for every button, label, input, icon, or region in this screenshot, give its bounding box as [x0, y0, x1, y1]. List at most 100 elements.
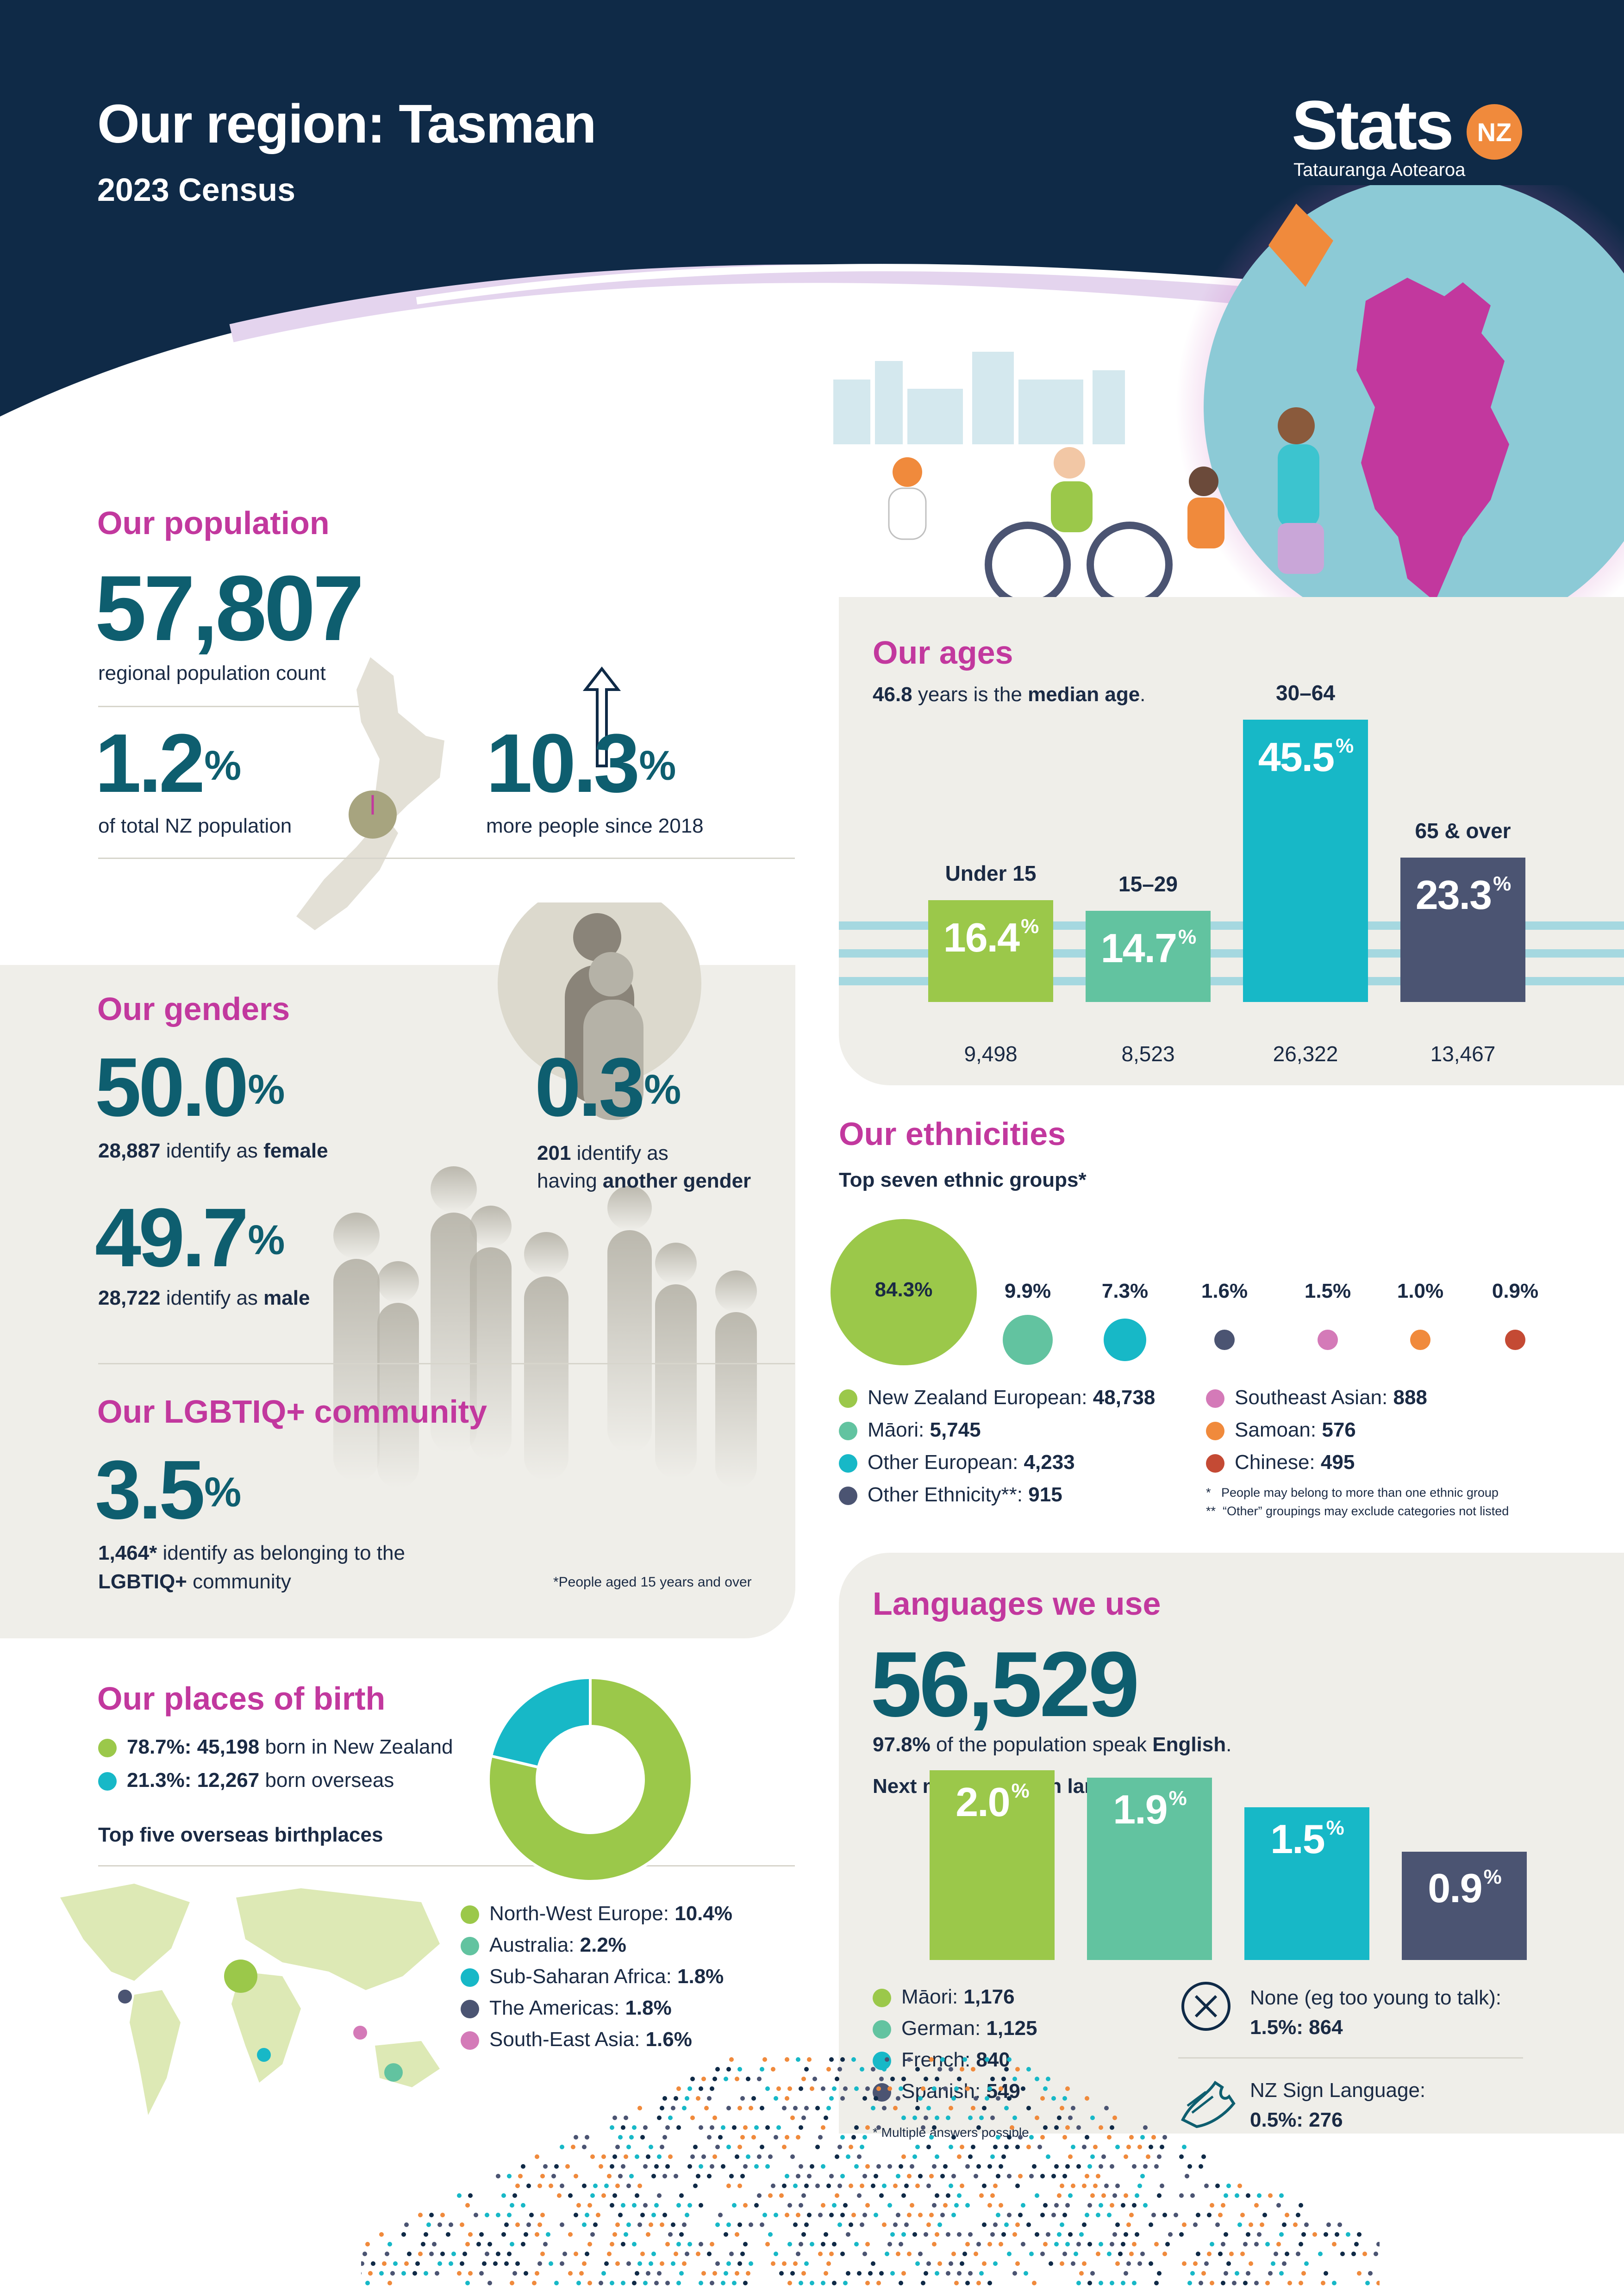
pattern-dot [1299, 2281, 1303, 2285]
another-gender-percent: 0.3% [535, 1041, 681, 1134]
pattern-dot [535, 2232, 539, 2237]
pattern-dot [685, 2096, 689, 2101]
pattern-dot [1182, 2261, 1187, 2266]
pattern-dot [949, 2067, 953, 2072]
age-group-count: 9,498 [964, 1042, 1018, 1066]
pattern-dot [476, 2242, 481, 2246]
pattern-dot [624, 2232, 628, 2237]
pattern-dot [657, 2193, 662, 2198]
pattern-dot [1357, 2271, 1362, 2276]
pattern-dot [918, 2213, 923, 2217]
pattern-dot [1085, 2096, 1089, 2101]
pattern-dot [1046, 2077, 1050, 2081]
pattern-dot [1085, 2213, 1089, 2217]
pattern-dot [1121, 2203, 1125, 2208]
pattern-dot [1187, 2164, 1192, 2169]
pattern-dot [651, 2174, 656, 2178]
pattern-dot [682, 2222, 687, 2227]
pattern-dot [821, 2086, 825, 2091]
pattern-dot [940, 2057, 945, 2062]
pattern-dot [826, 2067, 831, 2072]
divider [98, 1363, 795, 1364]
pattern-dot [976, 2281, 981, 2285]
legend-dot [839, 1454, 857, 1473]
world-map [60, 1884, 440, 2115]
pattern-dot [810, 2281, 814, 2285]
pattern-dot [582, 2184, 587, 2188]
pattern-dot [857, 2193, 862, 2198]
growth-arrow-icon [582, 666, 621, 767]
pattern-dot [1168, 2232, 1173, 2237]
pattern-dot [735, 2154, 739, 2159]
pattern-dot [918, 2096, 923, 2101]
pattern-dot [1060, 2222, 1064, 2227]
pattern-dot [804, 2184, 809, 2188]
pattern-dot [985, 2057, 989, 2062]
pattern-dot [1221, 2242, 1225, 2246]
pattern-dot [665, 2242, 670, 2246]
pattern-dot [821, 2164, 825, 2169]
pattern-dot [932, 2242, 937, 2246]
pattern-dot [874, 2213, 878, 2217]
pattern-dot [385, 2252, 389, 2256]
pattern-dot [401, 2271, 406, 2276]
pattern-dot [574, 2252, 578, 2256]
pattern-dot [1326, 2222, 1331, 2227]
legend-dot [461, 1937, 479, 1956]
pattern-dot [1296, 2252, 1300, 2256]
pattern-dot [462, 2252, 467, 2256]
pattern-dot [871, 2106, 875, 2110]
pattern-dot [1143, 2164, 1148, 2169]
pattern-dot [793, 2106, 798, 2110]
pattern-dot [485, 2252, 489, 2256]
pattern-dot [635, 2193, 639, 2198]
nz-share-label: of total NZ population [98, 815, 292, 837]
pattern-dot [1012, 2077, 1017, 2081]
pattern-dot [1062, 2096, 1067, 2101]
pattern-dot [1037, 2145, 1042, 2149]
pattern-dot [946, 2116, 950, 2120]
pattern-dot [1054, 2203, 1059, 2208]
pattern-dot [829, 2213, 834, 2217]
north-west-europe-marker [224, 1960, 257, 1993]
pattern-dot [999, 2203, 1003, 2208]
pattern-dot [496, 2174, 500, 2178]
pattern-dot [893, 2106, 898, 2110]
pattern-dot [799, 2086, 803, 2091]
tasman-region-map [1356, 278, 1509, 602]
pattern-dot [546, 2232, 550, 2237]
pattern-dot [976, 2164, 981, 2169]
pattern-dot [610, 2242, 614, 2246]
pattern-dot [1062, 2135, 1067, 2140]
pattern-dot [1165, 2242, 1170, 2246]
pattern-dot [990, 2232, 995, 2237]
birthplace-legend-item: Sub-Saharan Africa: 1.8% [461, 1965, 732, 1988]
pattern-dot [515, 2184, 520, 2188]
pattern-dot [621, 2164, 625, 2169]
pattern-dot [896, 2174, 900, 2178]
pattern-dot [562, 2252, 567, 2256]
pattern-dot [1082, 2184, 1087, 2188]
pattern-dot [729, 2057, 734, 2062]
pattern-dot [1149, 2261, 1153, 2266]
pattern-dot [818, 2213, 823, 2217]
pattern-dot [607, 2252, 612, 2256]
pattern-dot [1285, 2252, 1289, 2256]
pattern-dot [1151, 2213, 1156, 2217]
pattern-dot [954, 2281, 959, 2285]
pattern-dot [1068, 2154, 1073, 2159]
pattern-dot [626, 2145, 631, 2149]
pattern-dot [796, 2135, 800, 2140]
pattern-dot [1076, 2242, 1081, 2246]
pattern-dot [1224, 2193, 1228, 2198]
pattern-dot [949, 2145, 953, 2149]
pattern-dot [799, 2203, 803, 2208]
female-percent: 50.0% [95, 1041, 285, 1134]
pattern-dot [699, 2203, 703, 2208]
pattern-dot [915, 2106, 920, 2110]
pattern-dot [785, 2135, 789, 2140]
pattern-dot [679, 2271, 684, 2276]
pattern-dot [1324, 2271, 1328, 2276]
pattern-dot [1099, 2281, 1103, 2285]
pattern-dot [621, 2242, 625, 2246]
